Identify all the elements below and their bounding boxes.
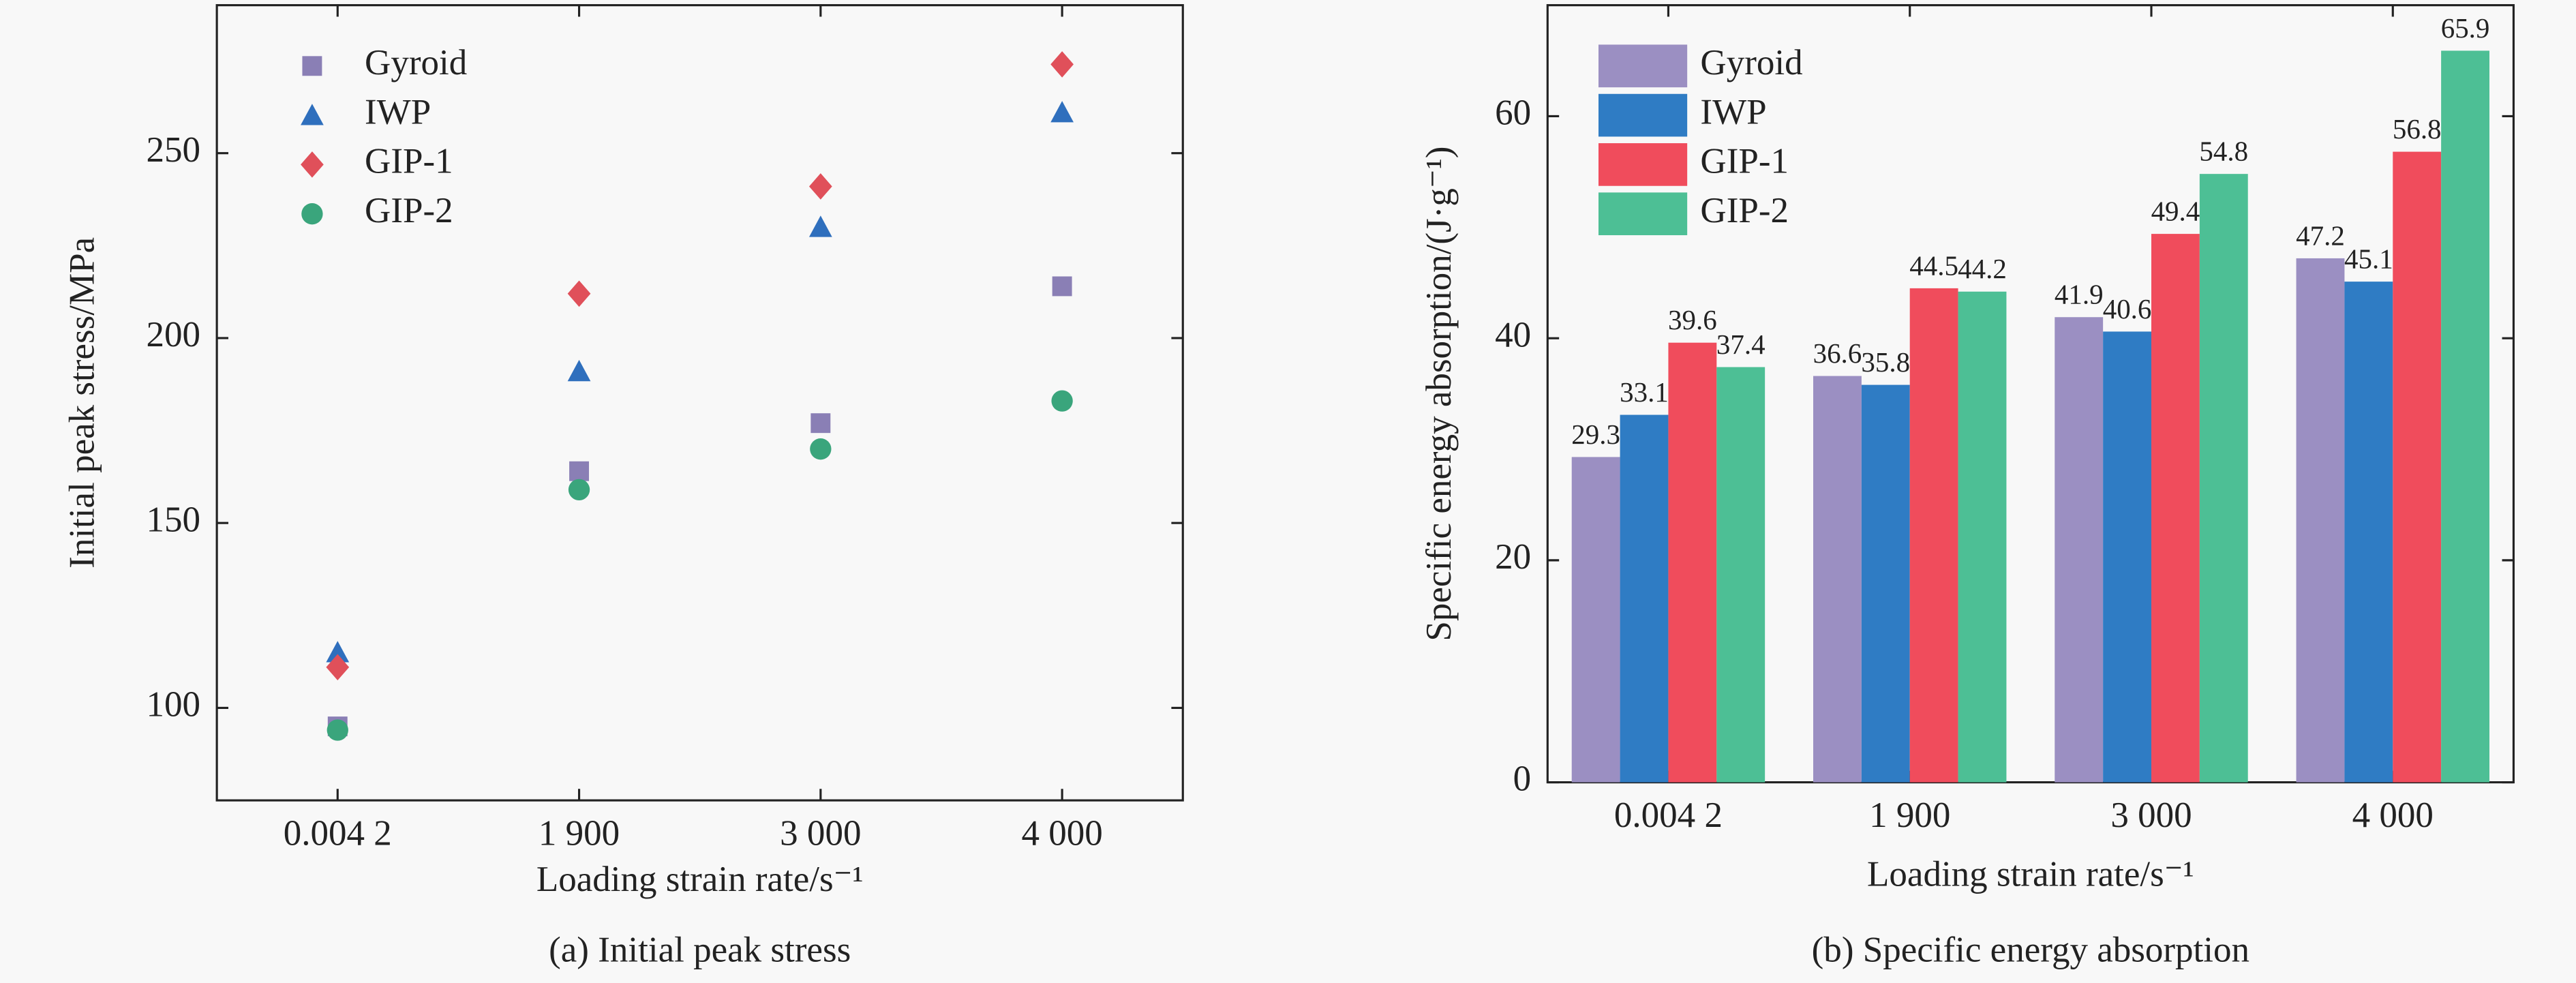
bar (2296, 258, 2345, 783)
point (808, 173, 832, 200)
x-tick-label: 3 000 (2110, 796, 2192, 835)
legend-label: GIP-2 (365, 191, 453, 230)
point (326, 641, 350, 663)
y-tick-label: 40 (1495, 315, 1531, 354)
data-label: 56.8 (2393, 113, 2442, 145)
bar (2441, 50, 2489, 783)
marker (302, 56, 322, 76)
x-axis-label: Loading strain rate/s⁻¹ (1867, 855, 2194, 894)
y-tick-label: 20 (1495, 537, 1531, 577)
point (569, 461, 590, 481)
point (810, 438, 832, 460)
point (1050, 101, 1074, 123)
bar (1571, 457, 1620, 783)
caption: (b) Specific energy absorption (1812, 930, 2249, 969)
point (1050, 51, 1074, 78)
bar (1668, 342, 1717, 783)
data-label: 41.9 (2055, 279, 2104, 310)
x-tick-label: 0.004 2 (1614, 796, 1723, 835)
legend-label: Gyroid (1700, 43, 1802, 82)
data-label: 33.1 (1620, 376, 1669, 408)
point (568, 479, 590, 501)
point (327, 719, 348, 741)
legend-swatch (1598, 143, 1688, 186)
bar (2393, 151, 2442, 783)
x-tick-label: 1 900 (1869, 796, 1950, 835)
point (808, 215, 832, 237)
point (1052, 276, 1072, 297)
plot-area (1546, 4, 2515, 784)
point (1051, 390, 1073, 412)
plot-area (215, 4, 1184, 802)
marker (301, 151, 324, 178)
y-tick-label: 0 (1513, 759, 1532, 799)
point (326, 654, 350, 681)
data-label: 54.8 (2199, 136, 2248, 167)
x-tick-label: 0.004 2 (284, 813, 392, 853)
data-label: 37.4 (1716, 329, 1766, 360)
point (567, 280, 591, 307)
caption: (a) Initial peak stress (549, 930, 851, 969)
bar (1813, 376, 1862, 783)
data-label: 49.4 (2151, 196, 2200, 227)
legend-swatch (1598, 93, 1688, 137)
bar (1716, 367, 1766, 783)
y-tick-label: 100 (146, 685, 200, 725)
y-axis-label: Specific energy absorption/(J·g⁻¹) (1419, 147, 1459, 641)
legend-swatch (1598, 44, 1688, 88)
y-tick-label: 250 (146, 130, 200, 170)
bar (1909, 288, 1958, 783)
bar (1861, 384, 1910, 783)
bar (2199, 174, 2248, 783)
data-label: 44.2 (1958, 253, 2007, 284)
data-label: 47.2 (2296, 220, 2345, 251)
y-axis-label: Initial peak stress/MPa (62, 237, 102, 569)
point (567, 359, 591, 382)
legend-label: IWP (365, 92, 431, 132)
y-tick-label: 200 (146, 315, 200, 354)
legend-label: IWP (1700, 92, 1766, 132)
bar (2151, 234, 2200, 783)
bar (2055, 317, 2104, 783)
x-tick-label: 4 000 (2352, 796, 2434, 835)
data-label: 45.1 (2344, 243, 2393, 275)
x-tick-label: 3 000 (780, 813, 861, 853)
marker (301, 104, 324, 125)
x-tick-label: 1 900 (539, 813, 620, 853)
bar (1620, 414, 1669, 783)
data-label: 36.6 (1813, 337, 1862, 369)
data-label: 29.3 (1571, 419, 1620, 450)
point (810, 413, 831, 434)
legend-label: GIP-1 (365, 142, 453, 181)
data-label: 39.6 (1668, 304, 1717, 335)
y-tick-label: 150 (146, 500, 200, 539)
x-axis-label: Loading strain rate/s⁻¹ (536, 860, 864, 899)
legend-label: GIP-1 (1700, 142, 1789, 181)
marker (301, 203, 323, 225)
data-label: 35.8 (1861, 346, 1910, 378)
legend-label: GIP-2 (1700, 191, 1789, 230)
y-tick-label: 60 (1495, 93, 1531, 133)
bar (2344, 282, 2393, 783)
x-tick-label: 4 000 (1021, 813, 1102, 853)
data-label: 40.6 (2103, 293, 2152, 324)
data-label: 44.5 (1909, 249, 1958, 281)
legend-label: Gyroid (365, 43, 467, 82)
data-label: 65.9 (2441, 12, 2490, 44)
bar (1958, 291, 2007, 783)
legend-swatch (1598, 192, 1688, 236)
bar (2103, 331, 2151, 783)
